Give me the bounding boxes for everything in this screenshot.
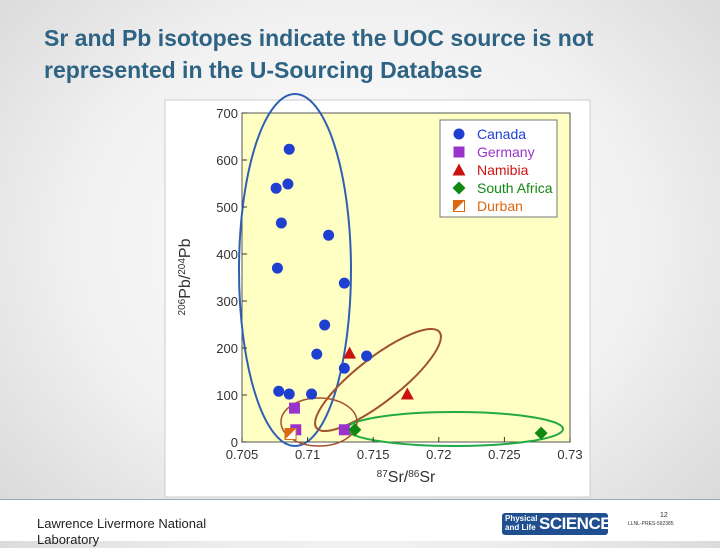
doc-code: LLNL-PRES-592385 xyxy=(628,521,674,527)
point xyxy=(288,402,300,414)
legend-label: South Africa xyxy=(477,180,553,196)
point xyxy=(343,346,357,359)
x-tick-label: 0.73 xyxy=(557,447,582,462)
slide-title: Sr and Pb isotopes indicate the UOC sour… xyxy=(44,25,594,83)
point xyxy=(534,426,548,440)
y-tick-label: 700 xyxy=(216,106,238,121)
point xyxy=(275,217,287,229)
y-tick-label: 400 xyxy=(216,247,238,262)
point xyxy=(319,319,331,331)
point xyxy=(284,428,297,441)
footer: Lawrence Livermore National Laboratory P… xyxy=(0,499,720,547)
point xyxy=(270,182,282,194)
y-tick-label: 500 xyxy=(216,200,238,215)
y-tick-label: 0 xyxy=(231,435,238,450)
x-axis-label: 87Sr/86Sr xyxy=(377,469,436,487)
legend-marker xyxy=(453,146,465,158)
y-axis-label: 206Pb/204Pb xyxy=(177,238,195,315)
group-ellipse xyxy=(314,327,442,433)
legend-label: Namibia xyxy=(477,162,529,178)
x-tick-label: 0.705 xyxy=(226,447,259,462)
point xyxy=(400,387,414,400)
point xyxy=(273,385,285,397)
point xyxy=(271,262,283,274)
x-tick-label: 0.715 xyxy=(357,447,390,462)
point xyxy=(306,388,318,400)
point xyxy=(348,423,362,437)
point xyxy=(282,178,294,190)
point xyxy=(361,350,373,362)
legend-label: Germany xyxy=(477,144,535,160)
y-tick-label: 300 xyxy=(216,294,238,309)
legend-label: Canada xyxy=(477,126,526,142)
point xyxy=(283,143,295,155)
logo-small: Physical and Life xyxy=(505,514,538,532)
legend-label: Durban xyxy=(477,198,523,214)
page-number: 12 xyxy=(660,512,668,519)
legend-marker xyxy=(453,128,465,140)
x-tick-label: 0.71 xyxy=(295,447,320,462)
y-tick-label: 600 xyxy=(216,153,238,168)
legend-marker xyxy=(452,163,466,176)
y-tick-label: 200 xyxy=(216,341,238,356)
x-tick-label: 0.72 xyxy=(426,447,451,462)
point xyxy=(338,424,350,436)
y-tick-label: 100 xyxy=(216,388,238,403)
organization: Lawrence Livermore National Laboratory xyxy=(37,516,207,547)
point xyxy=(338,277,350,289)
group-ellipse xyxy=(280,397,358,447)
logo-big: SCIENCES xyxy=(539,514,622,533)
x-tick-label: 0.725 xyxy=(488,447,521,462)
point xyxy=(323,229,335,241)
point xyxy=(311,348,323,360)
point xyxy=(283,388,295,400)
point xyxy=(338,362,350,374)
logo: Physical and Life SCIENCES xyxy=(502,513,622,535)
group-ellipse xyxy=(238,93,352,447)
legend-marker xyxy=(452,181,466,195)
legend-marker xyxy=(453,200,465,212)
